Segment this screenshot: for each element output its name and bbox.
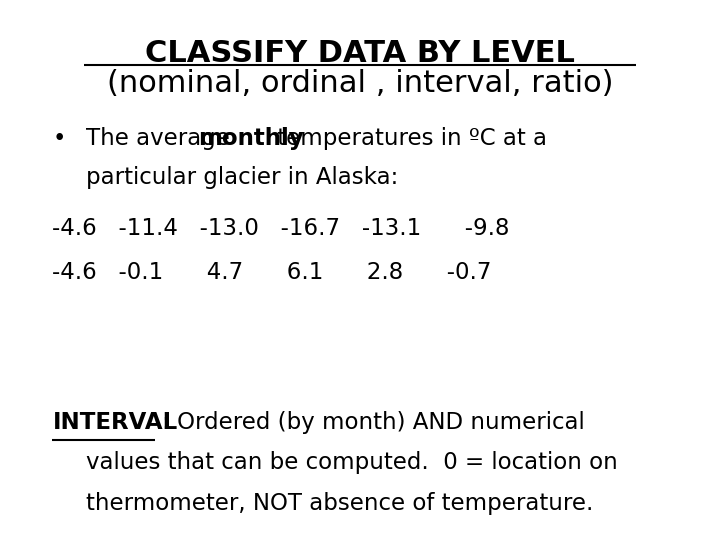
Text: monthly: monthly xyxy=(198,127,304,151)
Text: •: • xyxy=(53,127,66,151)
Text: particular glacier in Alaska:: particular glacier in Alaska: xyxy=(86,166,398,190)
Text: thermometer, NOT absence of temperature.: thermometer, NOT absence of temperature. xyxy=(86,492,593,515)
Text: temperatures in ºC at a: temperatures in ºC at a xyxy=(270,127,547,151)
Text: The average: The average xyxy=(86,127,237,151)
Text: : Ordered (by month) AND numerical: : Ordered (by month) AND numerical xyxy=(155,411,585,434)
Text: CLASSIFY DATA BY LEVEL: CLASSIFY DATA BY LEVEL xyxy=(145,39,575,69)
Text: -4.6   -0.1      4.7      6.1      2.8      -0.7: -4.6 -0.1 4.7 6.1 2.8 -0.7 xyxy=(53,261,492,284)
Text: values that can be computed.  0 = location on: values that can be computed. 0 = locatio… xyxy=(86,451,617,475)
Text: (nominal, ordinal , interval, ratio): (nominal, ordinal , interval, ratio) xyxy=(107,69,613,98)
Text: INTERVAL: INTERVAL xyxy=(53,411,178,434)
Text: -4.6   -11.4   -13.0   -16.7   -13.1      -9.8: -4.6 -11.4 -13.0 -16.7 -13.1 -9.8 xyxy=(53,217,510,240)
